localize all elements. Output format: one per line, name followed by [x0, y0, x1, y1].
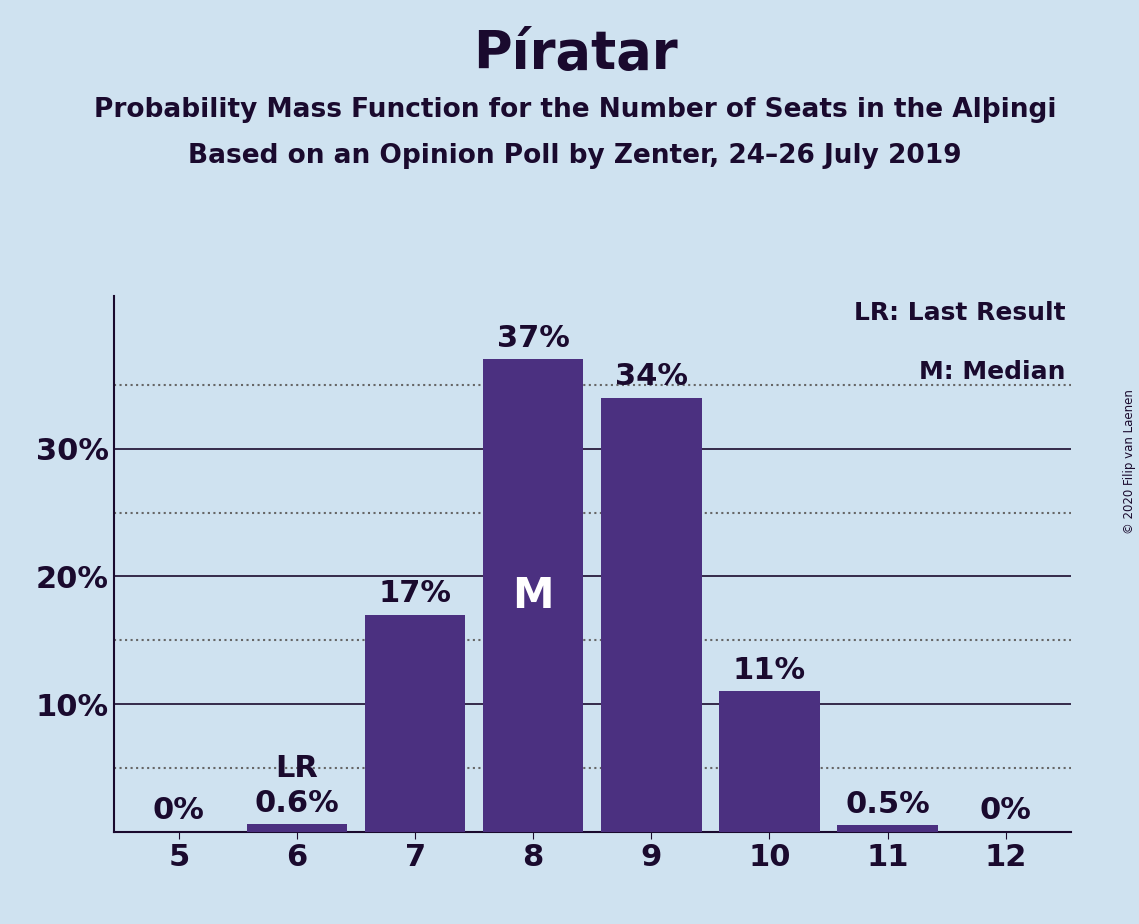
Text: 37%: 37%: [497, 324, 570, 353]
Text: Based on an Opinion Poll by Zenter, 24–26 July 2019: Based on an Opinion Poll by Zenter, 24–2…: [188, 143, 962, 169]
Text: 0%: 0%: [153, 796, 205, 825]
Bar: [483, 359, 583, 832]
Bar: [601, 397, 702, 832]
Text: 0.5%: 0.5%: [845, 790, 929, 819]
Text: © 2020 Filip van Laenen: © 2020 Filip van Laenen: [1123, 390, 1137, 534]
Text: Probability Mass Function for the Number of Seats in the Alþingi: Probability Mass Function for the Number…: [93, 97, 1057, 123]
Text: 0%: 0%: [980, 796, 1032, 825]
Text: LR: Last Result: LR: Last Result: [854, 301, 1066, 325]
Text: 0.6%: 0.6%: [255, 788, 339, 818]
Text: M: M: [513, 575, 554, 616]
Bar: [247, 824, 347, 832]
Text: LR: LR: [276, 754, 319, 784]
Bar: [719, 691, 820, 832]
Bar: [837, 825, 937, 832]
Text: M: Median: M: Median: [919, 360, 1066, 384]
Text: Píratar: Píratar: [473, 28, 678, 79]
Bar: [364, 614, 466, 832]
Text: 17%: 17%: [378, 579, 451, 608]
Text: 34%: 34%: [615, 362, 688, 392]
Text: 11%: 11%: [732, 656, 806, 685]
